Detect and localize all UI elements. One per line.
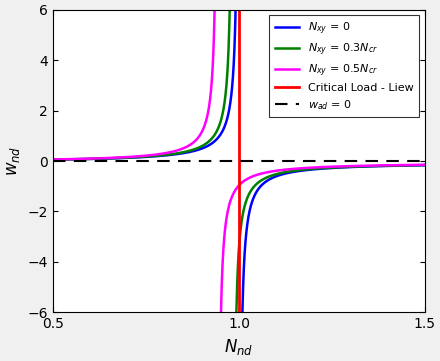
- Y-axis label: $w_{nd}$: $w_{nd}$: [4, 146, 22, 176]
- X-axis label: $N_{nd}$: $N_{nd}$: [224, 337, 253, 357]
- Legend: $N_{xy}$ = 0, $N_{xy}$ = 0.3$N_{cr}$, $N_{xy}$ = 0.5$N_{cr}$, Critical Load - Li: $N_{xy}$ = 0, $N_{xy}$ = 0.3$N_{cr}$, $N…: [269, 15, 419, 117]
